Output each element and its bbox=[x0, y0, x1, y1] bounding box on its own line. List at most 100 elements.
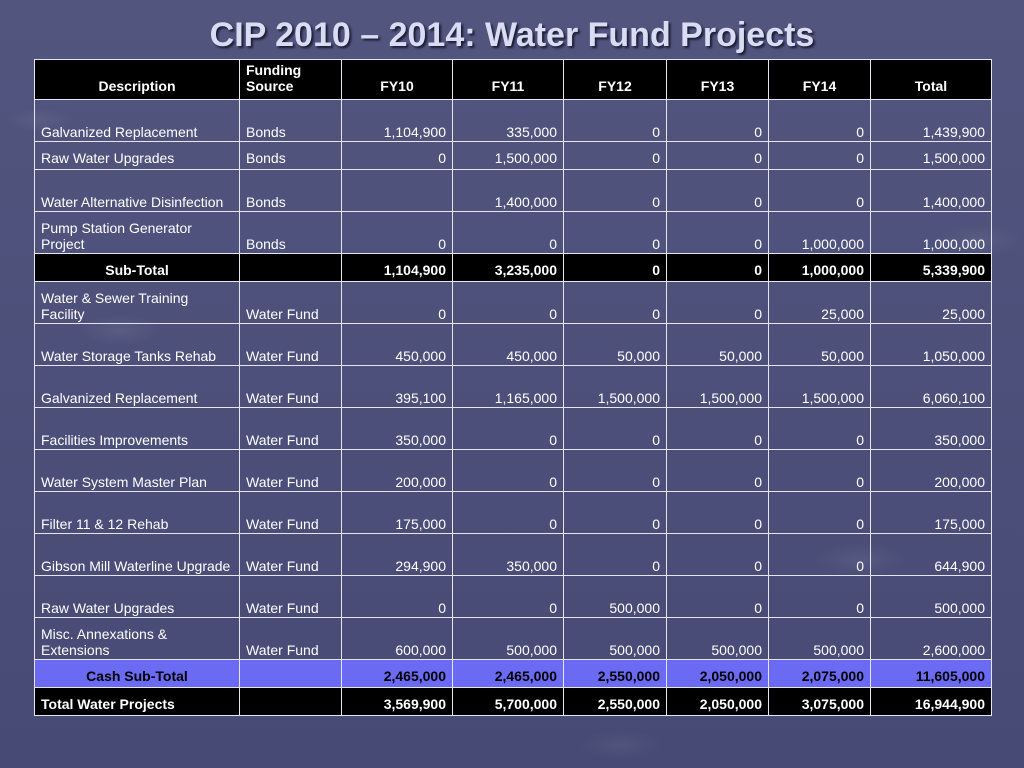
cell-fy10: 0 bbox=[341, 575, 453, 618]
cell-funding-source: Water Fund bbox=[239, 365, 342, 408]
cell-description: Filter 11 & 12 Rehab bbox=[34, 491, 240, 534]
cell-total: 1,500,000 bbox=[870, 141, 992, 170]
cell-fy13: 0 bbox=[666, 533, 769, 576]
cell-fy12: 0 bbox=[563, 169, 667, 212]
cell-fy11: 0 bbox=[452, 449, 564, 492]
cell-total: 11,605,000 bbox=[870, 659, 992, 688]
cell-description: Water Storage Tanks Rehab bbox=[34, 323, 240, 366]
table-row: Gibson Mill Waterline Upgrade Water Fund… bbox=[34, 533, 992, 576]
subtotal-label: Sub-Total bbox=[34, 253, 240, 282]
cell-fy13: 0 bbox=[666, 141, 769, 170]
cell-description: Raw Water Upgrades bbox=[34, 141, 240, 170]
cell-fy10: 0 bbox=[341, 211, 453, 254]
cell-fy11: 0 bbox=[452, 281, 564, 324]
cell-fy12: 1,500,000 bbox=[563, 365, 667, 408]
cell-fy12: 500,000 bbox=[563, 617, 667, 660]
cell-total: 1,050,000 bbox=[870, 323, 992, 366]
table-row: Facilities Improvements Water Fund 350,0… bbox=[34, 407, 992, 450]
cell-fy11: 3,235,000 bbox=[452, 253, 564, 282]
header-fy11: FY11 bbox=[452, 59, 564, 100]
cell-total: 500,000 bbox=[870, 575, 992, 618]
cell-fy14: 0 bbox=[768, 407, 871, 450]
cell-fy14: 0 bbox=[768, 533, 871, 576]
cell-fy13: 2,050,000 bbox=[666, 687, 769, 716]
cell-total: 6,060,100 bbox=[870, 365, 992, 408]
cell-funding-source bbox=[239, 687, 342, 716]
cell-fy11: 1,165,000 bbox=[452, 365, 564, 408]
cell-fy14: 0 bbox=[768, 491, 871, 534]
cell-fy14: 2,075,000 bbox=[768, 659, 871, 688]
cell-description: Gibson Mill Waterline Upgrade bbox=[34, 533, 240, 576]
cell-fy13: 0 bbox=[666, 169, 769, 212]
cell-fy10: 2,465,000 bbox=[341, 659, 453, 688]
cell-fy12: 0 bbox=[563, 533, 667, 576]
cell-total: 1,439,900 bbox=[870, 99, 992, 142]
header-fy14: FY14 bbox=[768, 59, 871, 100]
cell-funding-source: Bonds bbox=[239, 169, 342, 212]
cell-fy11: 0 bbox=[452, 211, 564, 254]
table-row: Misc. Annexations & Extensions Water Fun… bbox=[34, 617, 992, 660]
cell-fy10: 1,104,900 bbox=[341, 99, 453, 142]
cell-fy13: 0 bbox=[666, 575, 769, 618]
cell-fy11: 500,000 bbox=[452, 617, 564, 660]
table-header-row: Description Funding Source FY10 FY11 FY1… bbox=[34, 59, 992, 100]
cell-fy12: 0 bbox=[563, 491, 667, 534]
cell-funding-source: Water Fund bbox=[239, 617, 342, 660]
table-row: Filter 11 & 12 Rehab Water Fund 175,000 … bbox=[34, 491, 992, 534]
cell-fy10: 1,104,900 bbox=[341, 253, 453, 282]
cell-description: Water Alternative Disinfection bbox=[34, 169, 240, 212]
table-row: Galvanized Replacement Water Fund 395,10… bbox=[34, 365, 992, 408]
cell-fy14: 0 bbox=[768, 575, 871, 618]
cell-fy12: 500,000 bbox=[563, 575, 667, 618]
cell-fy11: 450,000 bbox=[452, 323, 564, 366]
table-row: Water Alternative Disinfection Bonds 1,4… bbox=[34, 169, 992, 212]
cell-fy11: 0 bbox=[452, 407, 564, 450]
cell-fy10 bbox=[341, 169, 453, 212]
cell-funding-source: Bonds bbox=[239, 211, 342, 254]
table-row: Pump Station Generator Project Bonds 0 0… bbox=[34, 211, 992, 254]
cell-funding-source: Water Fund bbox=[239, 575, 342, 618]
cell-funding-source: Water Fund bbox=[239, 323, 342, 366]
cell-funding-source: Water Fund bbox=[239, 449, 342, 492]
cell-fy13: 2,050,000 bbox=[666, 659, 769, 688]
header-total: Total bbox=[870, 59, 992, 100]
cell-fy14: 3,075,000 bbox=[768, 687, 871, 716]
cell-fy14: 0 bbox=[768, 99, 871, 142]
cell-funding-source: Bonds bbox=[239, 141, 342, 170]
cell-fy11: 335,000 bbox=[452, 99, 564, 142]
cell-fy14: 50,000 bbox=[768, 323, 871, 366]
cell-total: 16,944,900 bbox=[870, 687, 992, 716]
cell-fy11: 1,500,000 bbox=[452, 141, 564, 170]
cell-fy11: 0 bbox=[452, 575, 564, 618]
cell-description: Water System Master Plan bbox=[34, 449, 240, 492]
cell-total: 644,900 bbox=[870, 533, 992, 576]
cell-fy12: 50,000 bbox=[563, 323, 667, 366]
cell-fy11: 1,400,000 bbox=[452, 169, 564, 212]
cell-fy13: 50,000 bbox=[666, 323, 769, 366]
cell-total: 175,000 bbox=[870, 491, 992, 534]
cell-total: 350,000 bbox=[870, 407, 992, 450]
cip-table: Description Funding Source FY10 FY11 FY1… bbox=[34, 59, 992, 716]
subtotal-row: Sub-Total 1,104,900 3,235,000 0 0 1,000,… bbox=[34, 253, 992, 282]
cell-description: Facilities Improvements bbox=[34, 407, 240, 450]
cell-fy11: 2,465,000 bbox=[452, 659, 564, 688]
cell-funding-source: Water Fund bbox=[239, 281, 342, 324]
cell-funding-source: Water Fund bbox=[239, 533, 342, 576]
header-fy13: FY13 bbox=[666, 59, 769, 100]
cell-fy11: 0 bbox=[452, 491, 564, 534]
cell-fy14: 0 bbox=[768, 169, 871, 212]
cell-fy10: 200,000 bbox=[341, 449, 453, 492]
cell-fy14: 1,000,000 bbox=[768, 253, 871, 282]
cell-fy13: 1,500,000 bbox=[666, 365, 769, 408]
cell-fy13: 0 bbox=[666, 407, 769, 450]
header-fy12: FY12 bbox=[563, 59, 667, 100]
cell-fy11: 5,700,000 bbox=[452, 687, 564, 716]
table-row: Water Storage Tanks Rehab Water Fund 450… bbox=[34, 323, 992, 366]
cell-total: 2,600,000 bbox=[870, 617, 992, 660]
cell-fy12: 0 bbox=[563, 141, 667, 170]
cell-fy14: 25,000 bbox=[768, 281, 871, 324]
cell-fy12: 2,550,000 bbox=[563, 659, 667, 688]
cell-fy12: 2,550,000 bbox=[563, 687, 667, 716]
cell-fy12: 0 bbox=[563, 281, 667, 324]
cell-fy14: 500,000 bbox=[768, 617, 871, 660]
